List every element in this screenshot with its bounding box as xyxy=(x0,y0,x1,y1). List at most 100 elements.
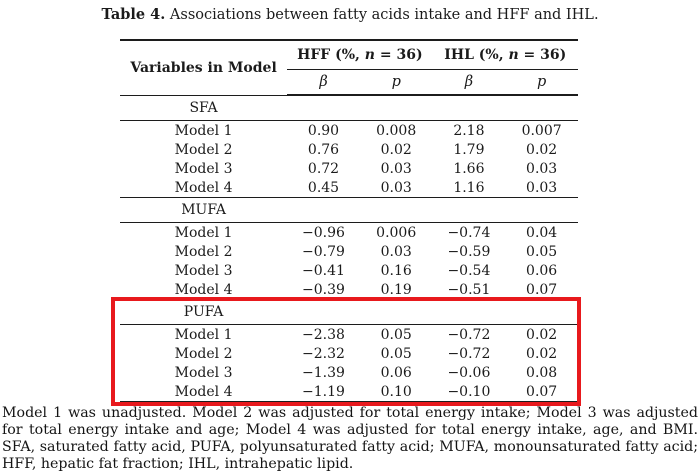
section-label: PUFA xyxy=(120,299,288,325)
row-label: Model 2 xyxy=(174,141,233,158)
column-group-header-ihl: IHL (%, n = 36) xyxy=(432,40,578,70)
cell-p-ihl: 0.06 xyxy=(526,262,558,279)
cell-beta-ihl: 1.66 xyxy=(453,160,485,177)
hff-header-pre: HFF (%, xyxy=(297,47,365,63)
table-row-pufa-model2: Model 2 −2.32 0.05 −0.72 0.02 xyxy=(120,344,578,363)
cell-p-ihl: 0.07 xyxy=(526,281,558,298)
cell-beta-hff: −2.32 xyxy=(302,345,345,362)
section-header-mufa: MUFA xyxy=(120,197,578,223)
table-row-sfa-model2: Model 2 0.76 0.02 1.79 0.02 xyxy=(120,140,578,159)
table-row-mufa-model2: Model 2 −0.79 0.03 −0.59 0.05 xyxy=(120,242,578,261)
table-row-pufa-model1: Model 1 −2.38 0.05 −0.72 0.02 xyxy=(120,325,578,345)
table-caption-number: Table 4. xyxy=(101,6,166,23)
cell-beta-ihl: −0.54 xyxy=(447,262,491,279)
ihl-header-post: = 36) xyxy=(518,47,567,63)
row-label: Model 3 xyxy=(174,262,233,279)
cell-p-ihl: 0.08 xyxy=(526,364,558,381)
table-row-mufa-model3: Model 3 −0.41 0.16 −0.54 0.06 xyxy=(120,261,578,280)
table-row-sfa-model4: Model 4 0.45 0.03 1.16 0.03 xyxy=(120,178,578,198)
column-header-beta-ihl: β xyxy=(432,69,506,96)
cell-p-ihl: 0.04 xyxy=(526,224,558,241)
cell-p-hff: 0.03 xyxy=(380,179,412,196)
row-label: Model 1 xyxy=(174,122,233,139)
cell-p-ihl: 0.07 xyxy=(526,383,558,400)
cell-p-hff: 0.05 xyxy=(380,345,412,362)
cell-p-hff: 0.02 xyxy=(380,141,412,158)
section-label: SFA xyxy=(120,94,288,121)
table-row-mufa-model4: Model 4 −0.39 0.19 −0.51 0.07 xyxy=(120,280,578,300)
column-header-beta-hff: β xyxy=(287,69,360,96)
cell-beta-hff: −0.39 xyxy=(302,281,345,298)
table-row-mufa-model1: Model 1 −0.96 0.006 −0.74 0.04 xyxy=(120,223,578,243)
cell-p-hff: 0.19 xyxy=(380,281,412,298)
cell-p-hff: 0.03 xyxy=(380,160,412,177)
cell-beta-ihl: −0.74 xyxy=(447,224,491,241)
section-label: MUFA xyxy=(120,197,288,223)
cell-p-ihl: 0.02 xyxy=(526,141,558,158)
cell-beta-ihl: −0.10 xyxy=(447,383,491,400)
cell-p-hff: 0.16 xyxy=(380,262,412,279)
cell-p-hff: 0.006 xyxy=(376,224,417,241)
row-label: Model 3 xyxy=(174,364,233,381)
header-row-stats: β p β p xyxy=(120,69,578,96)
cell-p-hff: 0.03 xyxy=(380,243,412,260)
cell-p-ihl: 0.02 xyxy=(526,326,558,343)
table-caption: Table 4. Associations between fatty acid… xyxy=(0,6,700,24)
cell-beta-ihl: 2.18 xyxy=(453,122,485,139)
cell-beta-ihl: −0.06 xyxy=(447,364,491,381)
table-row-pufa-model3: Model 3 −1.39 0.06 −0.06 0.08 xyxy=(120,363,578,382)
cell-p-ihl: 0.03 xyxy=(526,179,558,196)
cell-beta-hff: −0.41 xyxy=(302,262,345,279)
cell-beta-ihl: 1.16 xyxy=(453,179,485,196)
cell-p-ihl: 0.02 xyxy=(526,345,558,362)
cell-p-hff: 0.06 xyxy=(380,364,412,381)
row-label: Model 2 xyxy=(174,345,233,362)
cell-beta-ihl: −0.51 xyxy=(447,281,491,298)
results-table: Variables in Model HFF (%, n = 36) IHL (… xyxy=(120,39,578,403)
cell-beta-hff: −1.19 xyxy=(302,383,345,400)
cell-beta-ihl: 1.79 xyxy=(453,141,485,158)
cell-beta-hff: 0.90 xyxy=(307,122,340,139)
cell-beta-hff: 0.72 xyxy=(307,160,340,177)
cell-p-hff: 0.10 xyxy=(380,383,412,400)
cell-beta-ihl: −0.72 xyxy=(447,326,491,343)
cell-beta-hff: 0.45 xyxy=(307,179,340,196)
cell-beta-hff: −1.39 xyxy=(302,364,345,381)
section-header-sfa: SFA xyxy=(120,94,578,121)
table-row-pufa-model4: Model 4 −1.19 0.10 −0.10 0.07 xyxy=(120,382,578,402)
table-row-sfa-model3: Model 3 0.72 0.03 1.66 0.03 xyxy=(120,159,578,178)
ihl-header-pre: IHL (%, xyxy=(444,47,509,63)
hff-header-n: n xyxy=(364,47,375,63)
column-group-header-hff: HFF (%, n = 36) xyxy=(287,40,433,70)
cell-p-ihl: 0.03 xyxy=(526,160,558,177)
cell-beta-hff: 0.76 xyxy=(307,141,340,158)
row-label: Model 1 xyxy=(174,224,233,241)
cell-p-ihl: 0.05 xyxy=(526,243,558,260)
table-footnote: Model 1 was unadjusted. Model 2 was adju… xyxy=(2,405,698,472)
cell-p-ihl: 0.007 xyxy=(521,122,562,139)
table-row-sfa-model1: Model 1 0.90 0.008 2.18 0.007 xyxy=(120,121,578,141)
cell-beta-hff: −0.79 xyxy=(302,243,345,260)
row-label: Model 2 xyxy=(174,243,233,260)
column-header-p-hff: p xyxy=(359,69,433,96)
column-header-variables-in-model: Variables in Model xyxy=(130,59,277,76)
row-label: Model 3 xyxy=(174,160,233,177)
cell-beta-ihl: −0.59 xyxy=(447,243,491,260)
cell-beta-hff: −2.38 xyxy=(302,326,345,343)
ihl-header-n: n xyxy=(508,47,519,63)
row-label: Model 4 xyxy=(174,383,233,400)
header-row-spanners: Variables in Model HFF (%, n = 36) IHL (… xyxy=(120,40,578,76)
column-header-p-ihl: p xyxy=(505,69,578,96)
results-table-wrapper: Variables in Model HFF (%, n = 36) IHL (… xyxy=(120,39,578,403)
row-label: Model 4 xyxy=(174,281,233,298)
cell-p-hff: 0.05 xyxy=(380,326,412,343)
hff-header-post: = 36) xyxy=(374,47,423,63)
cell-p-hff: 0.008 xyxy=(376,122,417,139)
row-label: Model 1 xyxy=(174,326,233,343)
table-caption-text: Associations between fatty acids intake … xyxy=(165,7,599,23)
section-header-pufa: PUFA xyxy=(120,299,578,325)
cell-beta-ihl: −0.72 xyxy=(447,345,491,362)
cell-beta-hff: −0.96 xyxy=(302,224,345,241)
row-label: Model 4 xyxy=(174,179,233,196)
